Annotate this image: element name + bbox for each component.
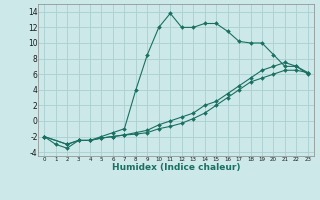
X-axis label: Humidex (Indice chaleur): Humidex (Indice chaleur) [112,163,240,172]
